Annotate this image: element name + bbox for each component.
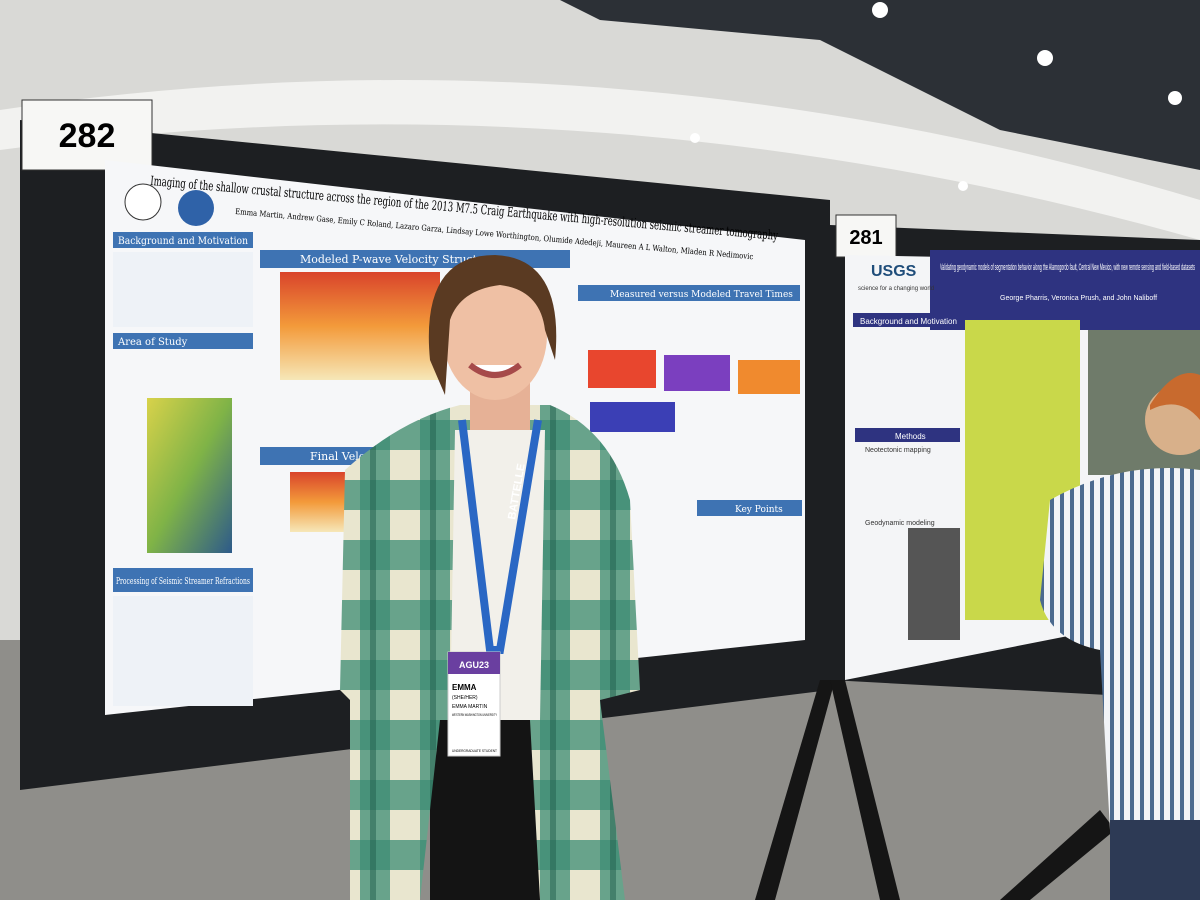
person-hair (428, 255, 557, 395)
travel-time-figure (664, 355, 730, 391)
ceiling-light (1037, 50, 1053, 66)
section-title: Background and Motivation (860, 317, 957, 326)
ceiling-light (690, 133, 700, 143)
section-header (697, 500, 802, 516)
badge-first-name: EMMA (452, 683, 477, 692)
travel-time-figure (588, 350, 656, 388)
section-header (578, 285, 800, 301)
travel-time-figure (738, 360, 800, 394)
section-title: Key Points (735, 505, 783, 515)
logo (124, 183, 162, 221)
lanyard (458, 419, 542, 654)
badge-affiliation: WESTERN WASHINGTON UNIVERSITY (452, 712, 497, 717)
arch (0, 80, 1200, 240)
map-figure (147, 398, 232, 553)
board-sign (21, 99, 153, 171)
badge-header (448, 652, 500, 674)
section-header (853, 313, 958, 327)
logo (178, 190, 214, 226)
section-header (113, 333, 253, 349)
section-title: Neotectonic mapping (865, 447, 931, 454)
person-pants (1110, 820, 1200, 900)
board-number: 281 (849, 227, 882, 249)
section-title: Background and Motivation (118, 236, 249, 247)
section-header (855, 428, 960, 442)
section-title: Geodynamic modeling (865, 520, 935, 527)
ceiling-light (872, 2, 888, 18)
title-banner (930, 250, 1200, 330)
badge-pronouns: (SHE/HER) (452, 695, 478, 701)
badge-event: AGU23 (459, 660, 489, 670)
person-shirt (1040, 468, 1200, 830)
badge-role: UNDERGRADUATE STUDENT (452, 748, 497, 753)
section-title: Measured versus Modeled Travel Times (610, 290, 793, 300)
stand-leg (830, 680, 900, 900)
travel-time-figure (590, 402, 675, 432)
poster-title: Validating geodynamic models of segmenta… (940, 262, 1195, 272)
stand-leg (755, 680, 835, 900)
stand-leg (1000, 810, 1115, 900)
ceiling-light (958, 181, 968, 191)
relief-map (908, 528, 960, 640)
section-title: Modeled P-wave Velocity Structure (300, 253, 496, 266)
section-title: Methods (895, 432, 926, 441)
badge-full-name: EMMA MARTIN (452, 704, 488, 710)
board-number: 282 (59, 117, 116, 155)
section-title: Area of Study (117, 337, 188, 348)
poster-authors: George Pharris, Veronica Prush, and John… (1000, 295, 1157, 302)
section-header (113, 232, 253, 248)
section-header (113, 568, 253, 592)
text-block (113, 596, 253, 706)
board-sign (835, 214, 897, 258)
logo-tagline: science for a changing world (858, 286, 934, 292)
ceiling-light (1168, 91, 1182, 105)
ceiling (560, 0, 1200, 170)
logo: USGS (871, 263, 917, 280)
text-block (113, 252, 253, 327)
velocity-figure (280, 272, 440, 380)
person-smile (468, 362, 522, 378)
section-title: Processing of Seismic Streamer Refractio… (116, 577, 250, 587)
person-hair (1150, 373, 1200, 420)
